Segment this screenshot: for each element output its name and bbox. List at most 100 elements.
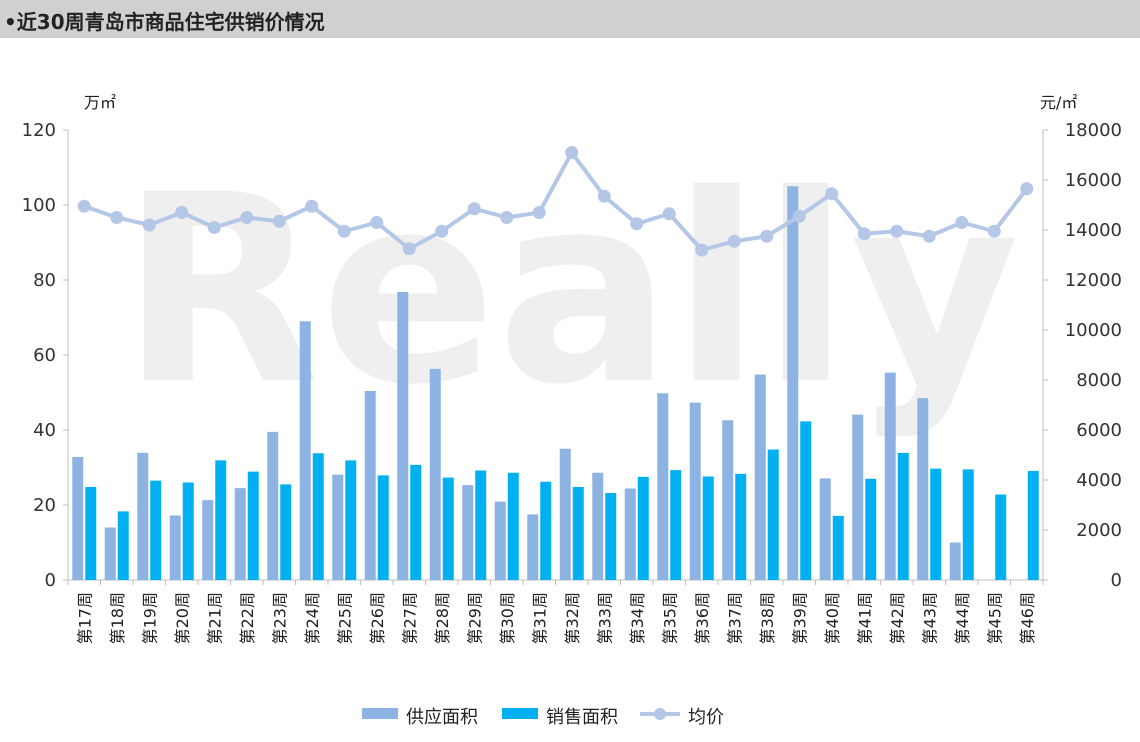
price-point	[272, 214, 286, 228]
sales-bars	[85, 421, 1039, 580]
supply-bar	[202, 500, 214, 580]
category-label: 第39周	[790, 592, 809, 644]
supply-bar	[884, 372, 896, 580]
price-point	[792, 209, 806, 223]
price-point	[305, 199, 319, 213]
price-point	[922, 229, 936, 243]
price-point	[142, 218, 156, 232]
legend-label-supply: 供应面积	[406, 707, 478, 728]
price-point	[1020, 182, 1034, 196]
left-tick-label: 100	[22, 195, 56, 216]
category-label: 第42周	[888, 592, 907, 644]
category-label: 第31周	[530, 592, 549, 644]
left-axis-unit: 万㎡	[84, 93, 116, 112]
right-tick-label: 0	[1111, 570, 1122, 591]
sales-bar	[930, 468, 942, 580]
right-tick-label: 18000	[1065, 120, 1122, 141]
right-tick-label: 16000	[1065, 170, 1122, 191]
supply-bar	[462, 485, 474, 580]
price-point	[857, 227, 871, 241]
category-label: 第20周	[173, 592, 192, 644]
right-tick-label: 8000	[1076, 370, 1122, 391]
category-label: 第44周	[953, 592, 972, 644]
price-point	[695, 243, 709, 257]
x-axis-tick-marks	[67, 580, 1044, 585]
price-point	[467, 202, 481, 216]
supply-bar	[722, 420, 734, 580]
price-point	[240, 211, 254, 224]
supply-bar	[137, 452, 149, 580]
supply-bar	[104, 527, 116, 580]
legend-marker-price	[654, 708, 666, 720]
left-tick-label: 120	[22, 120, 56, 141]
price-point	[435, 224, 449, 238]
right-tick-label: 2000	[1076, 520, 1122, 541]
price-point	[110, 211, 124, 224]
sales-bar	[800, 421, 812, 580]
supply-bar	[299, 321, 311, 580]
price-point	[402, 242, 416, 256]
category-label: 第37周	[725, 592, 744, 644]
sales-bar	[605, 493, 617, 580]
sales-bar	[377, 475, 389, 580]
price-point	[727, 234, 741, 248]
sales-bar	[507, 472, 519, 580]
price-point	[337, 224, 351, 238]
supply-bars	[72, 186, 961, 580]
supply-bar	[494, 501, 506, 580]
price-point	[77, 199, 91, 213]
sales-bar	[572, 487, 584, 580]
sales-bar	[767, 449, 779, 580]
left-tick-label: 40	[33, 420, 56, 441]
category-label: 第19周	[140, 592, 159, 644]
category-label: 第30周	[498, 592, 517, 644]
right-axis-unit: 元/㎡	[1040, 93, 1077, 112]
category-label: 第45周	[985, 592, 1004, 644]
price-point	[532, 206, 546, 219]
supply-bar	[527, 514, 539, 580]
sales-bar	[215, 460, 227, 580]
sales-bar	[865, 478, 877, 580]
supply-bar	[429, 368, 441, 580]
category-label: 第46周	[1018, 592, 1037, 644]
price-point	[597, 189, 611, 203]
price-point	[987, 224, 1001, 238]
category-label: 第33周	[595, 592, 614, 644]
category-label: 第21周	[205, 592, 224, 644]
sales-bar	[345, 460, 357, 580]
sales-bar	[702, 476, 714, 580]
category-label: 第34周	[628, 592, 647, 644]
price-point	[760, 229, 774, 243]
category-label: 第26周	[368, 592, 387, 644]
category-label: 第27周	[400, 592, 419, 644]
sales-bar	[280, 484, 292, 580]
price-point	[500, 211, 514, 224]
supply-bar	[657, 393, 669, 580]
watermark: Really	[120, 140, 1020, 442]
right-tick-label: 12000	[1065, 270, 1122, 291]
supply-bar	[787, 186, 799, 580]
right-axis-ticks: 0 2000 4000 6000 8000 10000 12000 14000 16000 180…	[1043, 120, 1122, 591]
supply-bar	[819, 478, 831, 580]
sales-bar	[312, 453, 324, 580]
sales-bar	[410, 464, 422, 580]
svg-text:Really: Really	[120, 140, 1020, 442]
category-label: 第28周	[433, 592, 452, 644]
supply-bar	[917, 398, 929, 580]
left-tick-label: 80	[33, 270, 56, 291]
category-label: 第35周	[660, 592, 679, 644]
supply-bar	[397, 292, 409, 580]
title-bar: •近30周青岛市商品住宅供销价情况	[0, 0, 1140, 38]
category-label: 第43周	[920, 592, 939, 644]
sales-bar	[832, 515, 844, 580]
legend-label-sales: 销售面积	[546, 707, 618, 728]
category-label: 第29周	[465, 592, 484, 644]
supply-bar	[689, 402, 701, 580]
left-axis-ticks: 0 20 40 60 80 100 120	[22, 120, 68, 591]
supply-bar	[559, 448, 571, 580]
right-tick-label: 4000	[1076, 470, 1122, 491]
category-label: 第36周	[693, 592, 712, 644]
sales-bar	[962, 469, 974, 580]
price-point	[565, 146, 579, 159]
